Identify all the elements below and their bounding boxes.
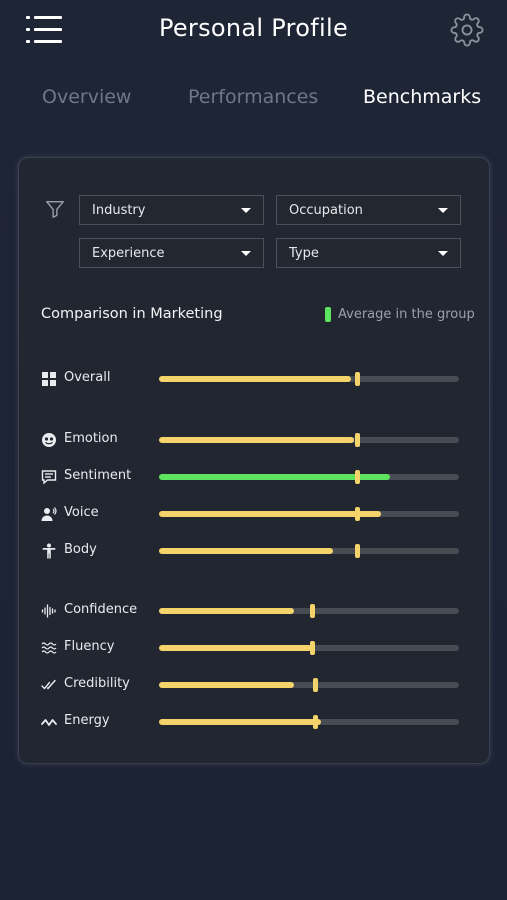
metric-row-emotion: Emotion [19, 430, 489, 450]
metric-label: Energy [64, 713, 110, 728]
metric-row-credibility: Credibility [19, 675, 489, 695]
metric-fill [159, 437, 354, 443]
metric-fill [159, 511, 381, 517]
experience-dropdown-label: Experience [92, 246, 165, 261]
chevron-down-icon [438, 251, 448, 256]
legend-swatch [325, 307, 331, 322]
type-dropdown-label: Type [289, 246, 319, 261]
page-title: Personal Profile [158, 14, 349, 42]
metric-row-fluency: Fluency [19, 638, 489, 658]
metric-label: Overall [64, 370, 111, 385]
metric-track [159, 715, 459, 729]
gear-icon[interactable] [450, 13, 484, 47]
metric-track [159, 641, 459, 655]
metric-row-overall: Overall [19, 369, 489, 389]
speaker-person-icon [41, 507, 57, 521]
metric-label: Credibility [64, 676, 130, 691]
metric-label: Body [64, 542, 97, 557]
grid-icon [42, 372, 56, 386]
group-average-marker [355, 372, 360, 386]
metric-track [159, 678, 459, 692]
group-average-marker [355, 433, 360, 447]
zigzag-icon [41, 719, 57, 726]
experience-dropdown[interactable]: Experience [79, 238, 264, 268]
tab-benchmarks[interactable]: Benchmarks [363, 86, 482, 108]
group-average-marker [310, 604, 315, 618]
metric-fill [159, 376, 351, 382]
group-average-marker [355, 470, 360, 484]
metric-row-energy: Energy [19, 712, 489, 732]
person-icon [42, 543, 56, 559]
industry-dropdown-label: Industry [92, 203, 146, 218]
metric-fill [159, 682, 294, 688]
metric-fill [159, 548, 333, 554]
group-average-marker [313, 678, 318, 692]
metric-label: Sentiment [64, 468, 132, 483]
tab-overview[interactable]: Overview [42, 86, 132, 108]
metric-row-voice: Voice [19, 504, 489, 524]
metric-label: Voice [64, 505, 99, 520]
filter-icon[interactable] [44, 198, 66, 220]
metric-fill [159, 608, 294, 614]
waveform-icon [41, 604, 56, 618]
tab-performances[interactable]: Performances [188, 86, 319, 108]
chevron-down-icon [241, 208, 251, 213]
face-icon [42, 433, 56, 447]
metric-track [159, 544, 459, 558]
header: Personal Profile [0, 0, 507, 62]
chevron-down-icon [438, 208, 448, 213]
metric-track [159, 470, 459, 484]
group-average-marker [355, 507, 360, 521]
chevron-down-icon [241, 251, 251, 256]
waves-icon [41, 642, 57, 654]
benchmark-card: Industry Occupation Experience Type Comp… [18, 157, 490, 764]
metric-fill [159, 474, 390, 480]
double-check-icon [41, 679, 56, 690]
metric-track [159, 372, 459, 386]
metric-row-sentiment: Sentiment [19, 467, 489, 487]
legend-label: Average in the group [338, 307, 475, 322]
metric-label: Fluency [64, 639, 115, 654]
metric-fill [159, 719, 321, 725]
hamburger-menu-icon[interactable] [26, 16, 62, 44]
metric-track [159, 433, 459, 447]
metric-track [159, 507, 459, 521]
occupation-dropdown-label: Occupation [289, 203, 363, 218]
metric-row-body: Body [19, 541, 489, 561]
metric-fill [159, 645, 312, 651]
group-average-marker [355, 544, 360, 558]
group-average-marker [313, 715, 318, 729]
metric-track [159, 604, 459, 618]
occupation-dropdown[interactable]: Occupation [276, 195, 461, 225]
group-average-marker [310, 641, 315, 655]
comparison-title: Comparison in Marketing [41, 306, 223, 322]
industry-dropdown[interactable]: Industry [79, 195, 264, 225]
metric-row-confidence: Confidence [19, 601, 489, 621]
metric-label: Emotion [64, 431, 118, 446]
chat-bubble-icon [41, 470, 57, 485]
type-dropdown[interactable]: Type [276, 238, 461, 268]
tab-bar: Overview Performances Benchmarks [0, 86, 507, 114]
metric-label: Confidence [64, 602, 138, 617]
